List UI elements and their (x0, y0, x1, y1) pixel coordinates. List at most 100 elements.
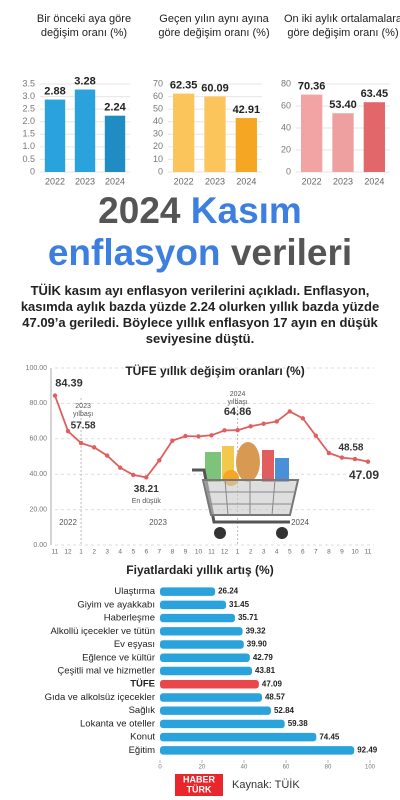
x-tick-label: 100 (365, 765, 376, 771)
value-label: 35.71 (238, 613, 259, 622)
value-label: 70.36 (298, 81, 326, 93)
value-label: 48.58 (338, 443, 363, 454)
x-tick-label: 8 (171, 549, 175, 556)
summary: TÜİK kasım ayı enflasyon verilerini açık… (20, 283, 380, 346)
y-tick-label: 70 (153, 78, 163, 88)
chart-title: Fiyatlardaki yıllık artış (%) (126, 563, 273, 577)
y-tick-label: 0.5 (22, 154, 35, 164)
y-tick-label: 3.0 (22, 91, 35, 101)
value-label: 42.79 (253, 653, 274, 662)
product (262, 450, 274, 482)
category-label: Gıda ve alkolsüz içecekler (45, 692, 155, 703)
y-tick-label: 100.00 (26, 365, 48, 372)
value-label: 39.90 (247, 640, 268, 649)
bar (160, 587, 216, 596)
x-tick-label: 2022 (45, 176, 65, 186)
bread (236, 442, 260, 482)
headline-part: verileri (230, 232, 353, 273)
x-tick-label: 12 (64, 549, 72, 556)
point (209, 433, 214, 438)
category-label: Lokanta ve oteller (80, 718, 155, 729)
bar (160, 627, 243, 636)
year-label: 2024 (291, 518, 309, 527)
category-label: Ev eşyası (114, 639, 155, 650)
x-tick-label: 9 (340, 549, 344, 556)
value-label: 60.09 (201, 82, 229, 94)
x-tick-label: 6 (144, 549, 148, 556)
x-tick-label: 7 (158, 549, 162, 556)
value-label: 43.81 (255, 666, 276, 675)
y-tick-label: 80.00 (29, 400, 47, 407)
bar (160, 666, 253, 676)
annotation: 2023 (75, 403, 91, 410)
point (261, 421, 266, 426)
x-tick-label: 2023 (75, 176, 95, 186)
x-tick-label: 2 (92, 549, 96, 556)
point (183, 433, 188, 439)
y-tick-label: 1.5 (22, 129, 35, 139)
x-tick-label: 4 (275, 549, 279, 556)
category-label: Alkollü içecekler ve tütün (50, 626, 155, 637)
y-tick-label: 60 (281, 100, 291, 110)
x-tick-label: 11 (208, 549, 215, 556)
point (300, 416, 305, 421)
bar (301, 94, 323, 172)
x-tick-label: 40 (241, 765, 248, 771)
x-tick-label: 0 (158, 765, 162, 771)
chart-title: Geçen yılın aynı ayına göre değişim oran… (158, 13, 270, 39)
value-label: 74.45 (319, 732, 340, 741)
value-label: 3.28 (74, 75, 95, 87)
category-label: Konut (130, 732, 155, 743)
y-tick-label: 20.00 (29, 506, 47, 513)
value-label: 63.45 (361, 88, 389, 100)
value-label: 47.09 (349, 468, 379, 482)
point (222, 428, 227, 433)
value-label: 38.21 (134, 484, 159, 495)
point (118, 465, 123, 470)
value-label: 31.45 (229, 600, 250, 609)
x-tick-label: 80 (325, 765, 332, 771)
headline-part: enflasyon (47, 232, 221, 273)
y-tick-label: 20 (153, 141, 163, 151)
category-label: TÜFE (130, 679, 155, 690)
x-tick-label: 3 (262, 549, 266, 556)
chart-title: TÜFE yıllık değişim oranları (%) (125, 363, 304, 378)
value-label: 62.35 (170, 80, 198, 92)
point (339, 455, 345, 460)
y-tick-label: 20 (281, 144, 291, 154)
x-tick-label: 1 (236, 549, 240, 556)
cart-wheel (214, 527, 226, 539)
cart-mesh (206, 479, 294, 516)
point (248, 424, 253, 429)
bar (235, 118, 257, 172)
bar (160, 640, 244, 649)
x-tick-label: 9 (184, 549, 188, 556)
bar (160, 679, 259, 689)
point (104, 453, 110, 458)
point (235, 427, 240, 433)
value-label: 26.24 (218, 587, 239, 596)
x-tick-label: 60 (283, 765, 290, 771)
y-tick-label: 0 (158, 166, 163, 176)
bar (204, 96, 226, 172)
category-label: Eğlence ve kültür (82, 652, 155, 663)
bar (160, 600, 227, 610)
category-label: Ulaştırma (114, 586, 155, 597)
y-tick-label: 0 (30, 166, 35, 176)
x-tick-label: 2023 (333, 176, 353, 186)
x-tick-label: 5 (288, 549, 292, 556)
point (313, 433, 319, 438)
point (52, 393, 58, 398)
logo-text: HABER (183, 774, 216, 784)
point (365, 459, 371, 464)
bar (332, 113, 354, 172)
x-tick-label: 7 (314, 549, 318, 556)
value-label: 39.32 (246, 626, 267, 635)
x-tick-label: 2024 (105, 176, 125, 186)
value-label: 2.88 (44, 85, 65, 97)
value-label: 92.49 (357, 745, 378, 754)
y-tick-label: 30 (153, 129, 163, 139)
bar (44, 99, 66, 172)
